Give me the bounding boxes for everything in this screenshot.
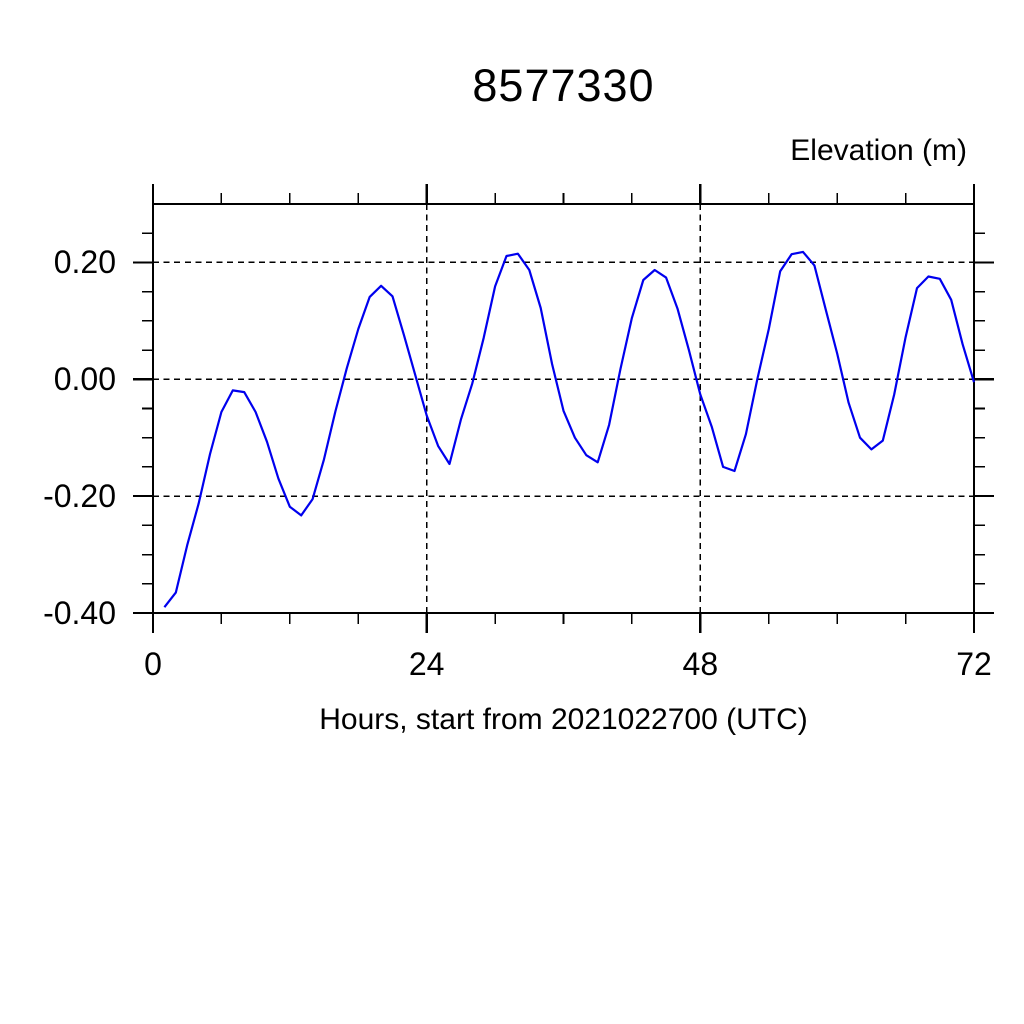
x-tick-label: 72 <box>956 646 992 682</box>
x-tick-label: 24 <box>408 646 445 682</box>
chart-title: 8577330 <box>472 60 655 111</box>
y-axis-unit-label: Elevation (m) <box>790 134 967 167</box>
elevation-line-series <box>163 250 976 608</box>
y-tick-label: 0.20 <box>53 244 116 281</box>
y-tick-label: -0.40 <box>43 595 116 631</box>
y-tick-label: -0.20 <box>43 478 116 515</box>
x-tick-label: 0 <box>144 646 162 682</box>
x-axis-label: Hours, start from 2021022700 (UTC) <box>319 703 808 736</box>
x-tick-label: 48 <box>682 646 719 682</box>
y-tick-label: 0.00 <box>53 361 116 398</box>
plot-frame <box>151 202 976 615</box>
